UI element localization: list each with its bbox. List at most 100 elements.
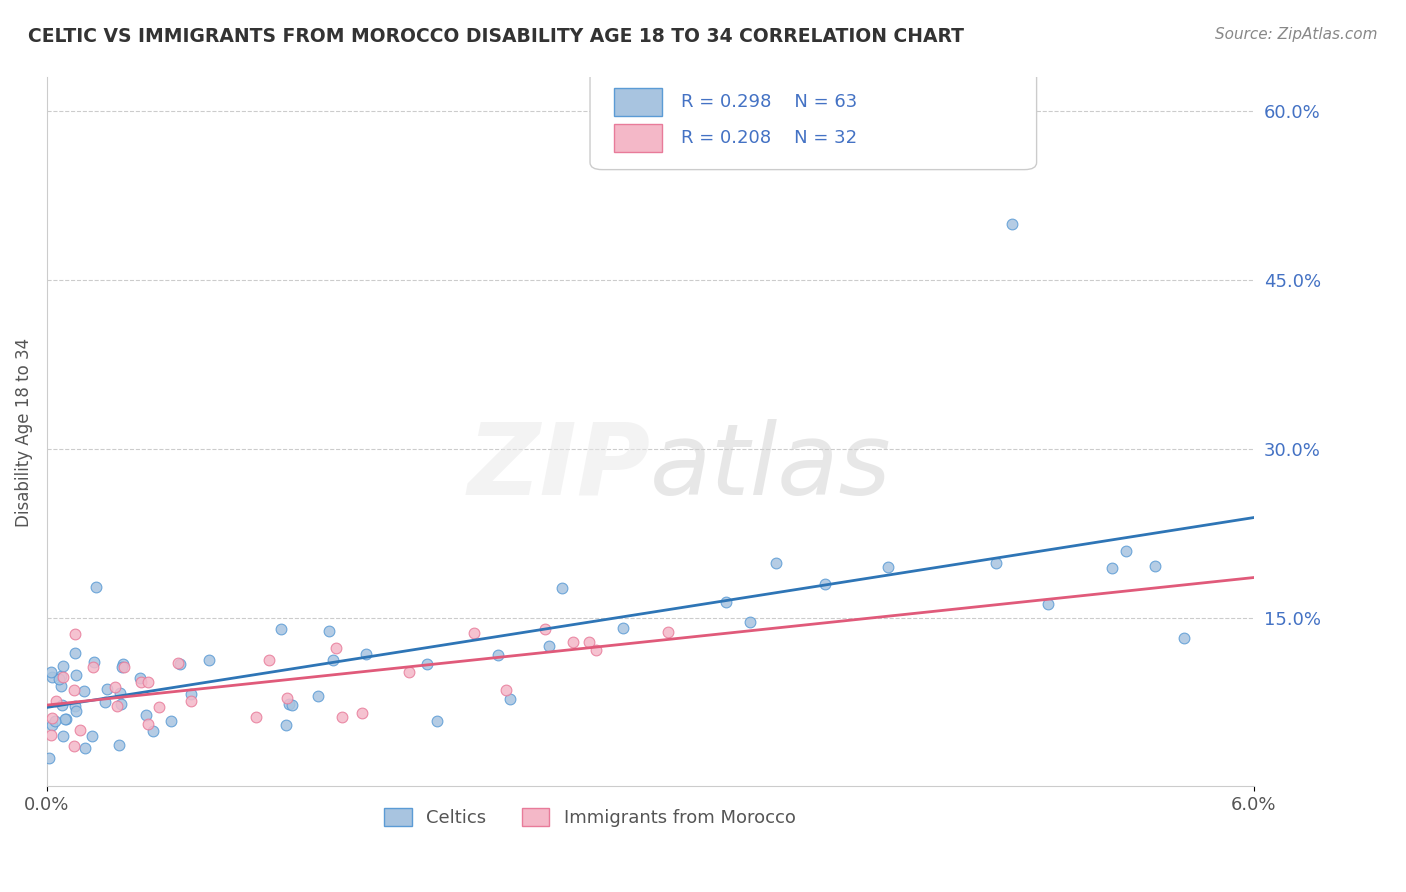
Point [38,751,60,765]
Point [350,706,373,720]
Point [73,740,96,755]
Point [814,576,837,591]
Point [111,659,134,673]
Point [52,658,75,673]
Point [83,655,105,669]
Point [1173,632,1195,646]
Point [426,714,449,729]
Point [49,669,72,683]
Point [69,723,91,737]
Point [257,652,280,666]
Point [307,690,329,704]
Point [986,556,1008,570]
Text: CELTIC VS IMMIGRANTS FROM MOROCCO DISABILITY AGE 18 TO 34 CORRELATION CHART: CELTIC VS IMMIGRANTS FROM MOROCCO DISABI… [28,27,965,45]
Point [110,686,132,700]
Point [486,648,509,662]
Point [330,710,353,724]
Point [197,652,219,666]
Point [39,728,62,742]
Point [180,694,202,708]
FancyBboxPatch shape [614,123,662,152]
Point [585,642,607,657]
Point [325,640,347,655]
Legend: Celtics, Immigrants from Morocco: Celtics, Immigrants from Morocco [377,800,803,834]
Point [551,581,574,595]
Point [94,695,117,709]
Point [131,675,153,690]
Point [398,665,420,680]
Point [276,717,298,731]
Point [561,635,583,649]
Point [657,624,679,639]
Point [51,698,73,712]
Point [48,672,70,686]
Point [318,624,340,639]
Point [765,556,787,570]
Point [41,718,63,732]
Point [41,670,63,684]
Point [110,698,132,712]
Point [63,682,86,697]
Point [63,646,86,660]
Point [495,683,517,698]
Point [537,639,560,653]
Point [41,711,63,725]
Point [45,693,67,707]
Point [278,697,301,711]
Point [103,680,125,694]
Point [876,560,898,574]
FancyBboxPatch shape [614,88,662,117]
Point [245,710,267,724]
Point [1038,597,1060,611]
Point [84,580,107,594]
Point [1101,561,1123,575]
Text: R = 0.208    N = 32: R = 0.208 N = 32 [681,128,856,146]
Point [63,739,86,753]
Point [148,700,170,714]
Point [112,657,135,672]
Point [44,714,66,728]
Point [1001,217,1024,231]
Point [128,671,150,685]
Point [55,712,77,726]
Point [280,698,302,713]
Point [714,595,737,609]
Point [108,739,131,753]
Point [136,674,159,689]
Point [53,712,76,726]
Point [82,730,104,744]
FancyBboxPatch shape [591,70,1036,169]
Text: atlas: atlas [651,419,891,516]
Point [463,626,485,640]
Text: Source: ZipAtlas.com: Source: ZipAtlas.com [1215,27,1378,42]
Point [135,707,157,722]
Point [96,682,118,697]
Point [63,627,86,641]
Point [63,699,86,714]
Point [72,684,94,698]
Point [612,621,634,635]
Point [105,699,128,714]
Point [159,714,181,729]
Point [322,653,344,667]
Point [499,692,522,706]
Point [65,704,87,718]
Point [354,648,377,662]
Point [1115,544,1137,558]
Point [534,622,557,636]
Point [39,665,62,679]
Point [65,668,87,682]
Point [142,724,165,739]
Text: ZIP: ZIP [467,419,651,516]
Point [415,657,437,672]
Point [52,729,75,743]
Point [167,656,190,670]
Y-axis label: Disability Age 18 to 34: Disability Age 18 to 34 [15,337,32,526]
Point [180,687,202,701]
Point [270,622,292,636]
Point [276,690,298,705]
Point [49,679,72,693]
Point [82,660,104,674]
Point [169,657,191,671]
Point [52,670,75,684]
